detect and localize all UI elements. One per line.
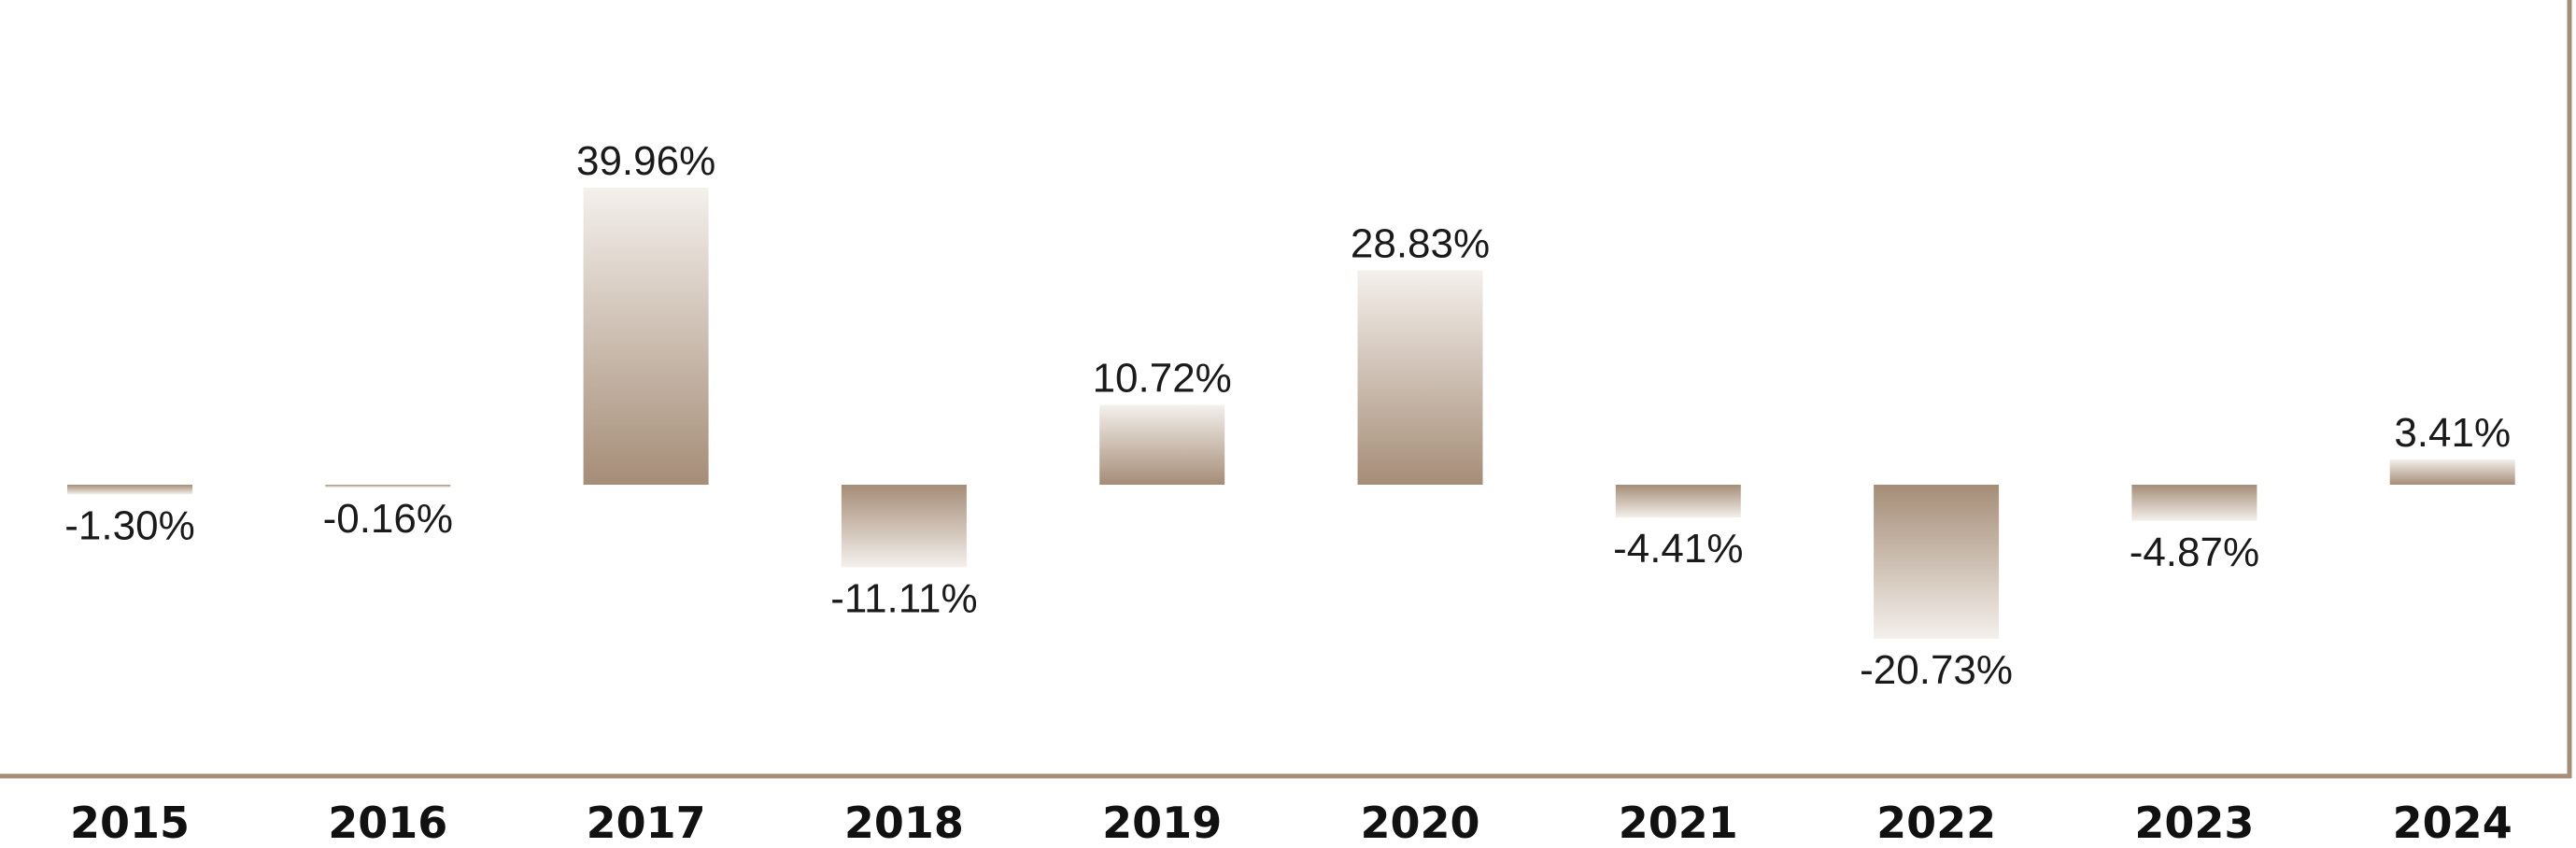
category-label-2018: 2018 [844, 798, 964, 848]
bars-layer [67, 188, 2515, 639]
category-label-2015: 2015 [70, 798, 190, 848]
value-label-2017: 39.96% [576, 138, 715, 184]
bar-2019 [1099, 404, 1225, 485]
category-labels-layer: 2015 2016 2017 2018 2019 2020 2021 2022 2023 2024 [70, 798, 2512, 848]
value-labels-layer: -1.30% -0.16% 39.96% -11.11% 10.72% 28.83% -4.… [64, 138, 2511, 693]
category-label-2019: 2019 [1102, 798, 1222, 848]
bar-2023 [2131, 485, 2258, 521]
bar-2024 [2389, 459, 2515, 485]
value-label-2020: 28.83% [1351, 221, 1490, 267]
value-label-2022: -20.73% [1860, 647, 2013, 693]
category-label-2016: 2016 [328, 798, 447, 848]
value-label-2015: -1.30% [64, 502, 194, 548]
category-label-2023: 2023 [2134, 798, 2254, 848]
category-label-2024: 2024 [2393, 798, 2512, 848]
category-label-2022: 2022 [1876, 798, 1996, 848]
value-label-2023: -4.87% [2130, 530, 2259, 575]
category-label-2020: 2020 [1360, 798, 1479, 848]
category-label-2017: 2017 [587, 798, 706, 848]
value-label-2019: 10.72% [1093, 356, 1232, 402]
bar-2020 [1357, 270, 1483, 485]
bar-2018 [841, 485, 967, 568]
bar-2022 [1874, 485, 2000, 639]
bar-2016 [325, 485, 451, 488]
axis-frame [0, 0, 2572, 779]
category-label-2021: 2021 [1619, 798, 1738, 848]
value-label-2021: -4.41% [1613, 526, 1743, 572]
bar-2021 [1615, 485, 1741, 518]
value-label-2024: 3.41% [2394, 410, 2511, 456]
bar-2017 [583, 188, 709, 485]
bar-2015 [67, 485, 192, 495]
value-label-2018: -11.11% [830, 575, 977, 621]
value-label-2016: -0.16% [323, 496, 453, 542]
